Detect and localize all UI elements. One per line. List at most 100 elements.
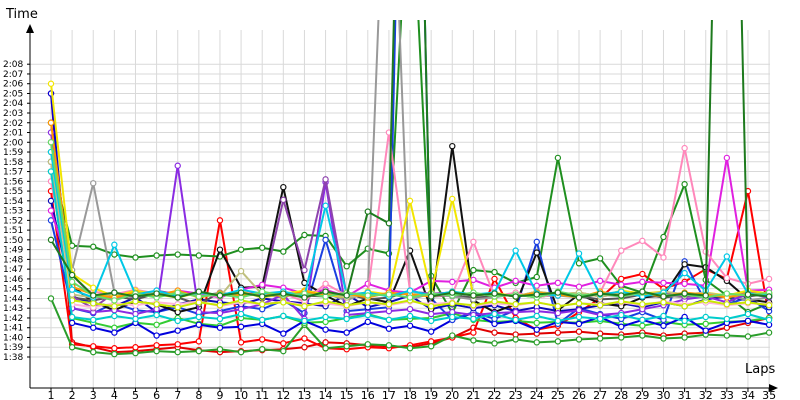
data-point xyxy=(554,303,562,310)
y-tick-label: 2:08 xyxy=(3,60,23,70)
y-tick-label: 2:01 xyxy=(3,129,23,139)
x-tick-label: 9 xyxy=(216,389,223,400)
data-point xyxy=(660,293,667,300)
data-point xyxy=(195,338,203,345)
x-tick-label: 19 xyxy=(424,389,438,400)
data-point xyxy=(68,319,76,327)
data-point xyxy=(639,316,646,324)
data-point xyxy=(111,312,118,320)
data-point xyxy=(575,250,583,257)
data-point xyxy=(280,299,287,306)
data-point xyxy=(90,243,97,250)
y-axis-arrow xyxy=(26,24,34,33)
data-point xyxy=(216,217,224,224)
data-point xyxy=(744,299,752,306)
data-point xyxy=(174,162,181,169)
data-point xyxy=(533,339,540,346)
y-tick-label: 1:38 xyxy=(3,353,23,363)
data-point xyxy=(660,299,667,306)
y-tick-label: 2:02 xyxy=(3,119,23,129)
data-point xyxy=(132,344,139,351)
data-point xyxy=(68,313,76,321)
data-point xyxy=(132,254,139,261)
y-tick-label: 1:56 xyxy=(3,177,23,187)
data-point xyxy=(470,329,477,336)
data-point xyxy=(68,278,76,286)
data-point xyxy=(280,330,287,337)
data-point xyxy=(427,293,435,300)
data-point xyxy=(533,282,540,289)
data-point xyxy=(174,348,181,356)
x-tick-label: 23 xyxy=(509,389,523,400)
data-point xyxy=(491,329,498,336)
series-12 xyxy=(47,129,773,323)
data-point xyxy=(491,340,498,347)
data-point xyxy=(660,312,667,320)
data-point xyxy=(765,316,773,324)
data-point xyxy=(618,292,625,299)
data-point xyxy=(68,286,76,293)
data-point xyxy=(364,311,371,319)
data-point xyxy=(385,325,393,332)
data-point xyxy=(406,197,414,205)
data-point xyxy=(216,345,224,353)
data-point xyxy=(491,275,498,283)
data-point xyxy=(470,315,477,323)
series-line xyxy=(50,20,770,315)
data-point xyxy=(533,249,540,256)
data-point xyxy=(90,348,97,356)
data-point xyxy=(343,343,350,350)
data-point xyxy=(765,329,773,336)
data-point xyxy=(681,334,688,341)
x-tick-label: 6 xyxy=(153,389,160,400)
data-point xyxy=(575,313,583,321)
data-point xyxy=(618,323,625,330)
data-point xyxy=(639,288,646,295)
y-tick-label: 2:06 xyxy=(3,80,23,90)
x-tick-label: 26 xyxy=(572,389,586,400)
data-point xyxy=(765,302,773,309)
data-point xyxy=(385,307,393,315)
data-point xyxy=(259,281,266,288)
data-point xyxy=(174,294,181,301)
data-point xyxy=(533,312,540,320)
data-point xyxy=(681,303,688,310)
x-tick-label: 34 xyxy=(741,389,755,400)
x-tick-label: 2 xyxy=(69,389,76,400)
data-point xyxy=(554,154,562,162)
data-point xyxy=(723,154,731,162)
data-point xyxy=(237,246,245,253)
series-22 xyxy=(47,168,773,325)
y-tick-label: 1:46 xyxy=(3,275,23,285)
x-tick-label: 33 xyxy=(720,389,734,400)
x-tick-label: 13 xyxy=(297,389,311,400)
data-point xyxy=(364,318,371,326)
data-point xyxy=(512,316,519,324)
data-point xyxy=(385,291,393,298)
x-tick-label: 7 xyxy=(174,389,181,400)
data-point xyxy=(322,288,329,295)
data-point xyxy=(111,350,118,358)
data-point xyxy=(681,269,688,277)
y-tick-label: 1:50 xyxy=(3,236,23,246)
data-point xyxy=(68,344,76,351)
data-point xyxy=(512,301,519,308)
data-point xyxy=(723,301,731,308)
data-point xyxy=(639,332,646,339)
data-point xyxy=(702,313,709,321)
data-point xyxy=(533,326,540,333)
data-point xyxy=(575,336,583,343)
x-tick-label: 35 xyxy=(762,389,776,400)
data-point xyxy=(427,310,435,318)
x-tick-label: 11 xyxy=(255,389,269,400)
data-point xyxy=(491,268,498,276)
data-point xyxy=(575,283,583,290)
y-tick-label: 2:00 xyxy=(3,138,23,148)
data-point xyxy=(322,313,329,321)
x-tick-label: 30 xyxy=(656,389,670,400)
y-tick-label: 1:41 xyxy=(3,324,23,334)
data-point xyxy=(596,335,604,342)
data-point xyxy=(723,315,731,323)
ticks-layer: 1:381:391:401:411:421:431:441:451:461:47… xyxy=(3,60,776,400)
